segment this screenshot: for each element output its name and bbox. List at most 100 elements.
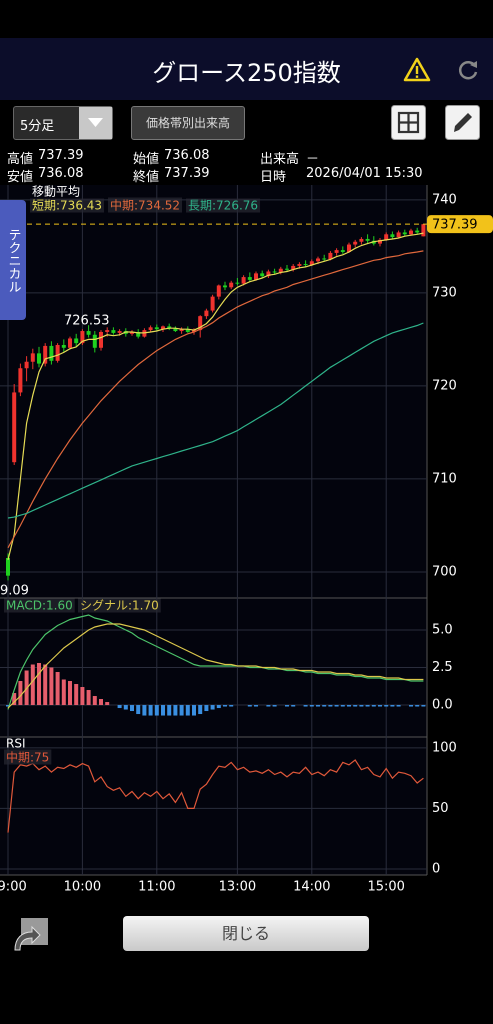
legend-entry: 短期:736.43 xyxy=(32,199,102,213)
technical-tab[interactable]: テクニカル xyxy=(0,200,26,320)
info-value: 2026/04/01 15:30 xyxy=(306,166,423,181)
candle-body xyxy=(254,273,258,280)
histogram-bar xyxy=(340,705,345,707)
warning-icon[interactable] xyxy=(403,57,431,83)
plot-background xyxy=(0,185,427,875)
candle-body xyxy=(92,334,97,348)
candle-body xyxy=(61,344,66,348)
info-value: 737.39 xyxy=(164,166,210,181)
line-series xyxy=(7,759,424,833)
histogram-bar xyxy=(99,699,103,706)
histogram-bar xyxy=(185,705,190,716)
candle-body xyxy=(117,331,122,333)
candle-body xyxy=(99,331,103,348)
histogram-bar xyxy=(136,705,141,715)
histogram-bar xyxy=(18,681,23,706)
y-tick-label: 730 xyxy=(432,285,457,300)
y-tick-label: 0 xyxy=(432,861,440,876)
candle-body xyxy=(309,261,314,265)
candle-body xyxy=(316,258,320,262)
dropdown-arrow xyxy=(88,118,103,127)
candle-body xyxy=(378,239,382,244)
candle-body xyxy=(161,326,165,330)
line-series xyxy=(7,232,424,561)
histogram-bar xyxy=(105,702,110,706)
candle-body xyxy=(303,264,308,266)
histogram-bar xyxy=(148,705,153,716)
info-value: － xyxy=(306,152,320,167)
interval-label: 5分足 xyxy=(20,119,55,134)
dropdown-arrow-box xyxy=(79,107,112,139)
candle-body xyxy=(43,345,48,364)
candle-body xyxy=(260,273,265,277)
volume-by-price-button[interactable]: 価格帯別出来高 xyxy=(131,106,245,140)
candle-body xyxy=(402,232,407,235)
candle-body xyxy=(223,285,227,288)
histogram-bar xyxy=(322,705,327,707)
close-button[interactable]: 閉じる xyxy=(123,916,369,951)
candle-body xyxy=(340,250,345,252)
candle-body xyxy=(105,330,110,332)
candle-body xyxy=(111,330,116,333)
histogram-bar xyxy=(6,705,10,707)
histogram-bar xyxy=(198,705,203,715)
info-label: 始値 xyxy=(133,152,160,167)
histogram-bar xyxy=(328,705,333,707)
histogram-bar xyxy=(285,705,289,707)
histogram-bar xyxy=(216,705,221,709)
histogram-bar xyxy=(371,705,376,707)
histogram-bar xyxy=(421,705,426,707)
candle-body xyxy=(216,285,221,297)
histogram-bar xyxy=(117,705,122,709)
candle-body xyxy=(278,268,283,273)
legend-entry: 長期:726.76 xyxy=(188,199,258,213)
histogram-bar xyxy=(390,705,395,707)
y-tick-label: 710 xyxy=(432,471,457,486)
header-bar: グロース250指数 xyxy=(0,38,493,100)
candle-body xyxy=(68,338,72,348)
back-icon[interactable] xyxy=(12,918,48,953)
histogram-bar xyxy=(334,705,339,707)
interval-dropdown[interactable]: 5分足 xyxy=(13,106,113,140)
layout-button[interactable] xyxy=(391,105,426,140)
candle-body xyxy=(198,316,203,331)
histogram-bar xyxy=(309,705,314,707)
histogram-bar xyxy=(154,705,159,716)
candle-body xyxy=(365,238,370,241)
histogram-bar xyxy=(291,705,296,707)
y-tick-label: 50 xyxy=(432,801,449,816)
info-label: 高値 xyxy=(7,152,34,167)
candle-body xyxy=(272,271,277,273)
candle-body xyxy=(148,327,153,331)
candle-body xyxy=(235,282,240,284)
histogram-bar xyxy=(415,705,420,707)
current-price-tag: 737.39 xyxy=(432,218,478,233)
candle-body xyxy=(30,353,35,362)
candle-body xyxy=(322,258,327,260)
candle-body xyxy=(247,277,252,280)
histogram-bar xyxy=(229,705,234,707)
histogram-bar xyxy=(123,705,128,710)
histogram-bar xyxy=(409,705,413,707)
histogram-bar xyxy=(30,664,35,706)
info-value: 737.39 xyxy=(38,148,84,163)
candle-body xyxy=(173,328,178,332)
x-tick-label: 15:00 xyxy=(367,880,404,895)
refresh-icon[interactable] xyxy=(456,58,480,82)
candle-body xyxy=(210,296,215,311)
candle-body xyxy=(229,282,234,288)
candle-body xyxy=(37,353,41,364)
histogram-bar xyxy=(161,705,165,716)
histogram-bar xyxy=(254,705,258,707)
candle-body xyxy=(167,326,172,329)
histogram-bar xyxy=(74,684,79,706)
histogram-bar xyxy=(192,705,196,716)
histogram-bar xyxy=(347,705,351,707)
histogram-bar xyxy=(396,705,401,707)
candle-body xyxy=(6,558,10,576)
histogram-bar xyxy=(223,705,227,707)
draw-button[interactable] xyxy=(445,105,480,140)
candle-body xyxy=(179,329,184,332)
candle-body xyxy=(353,241,358,245)
